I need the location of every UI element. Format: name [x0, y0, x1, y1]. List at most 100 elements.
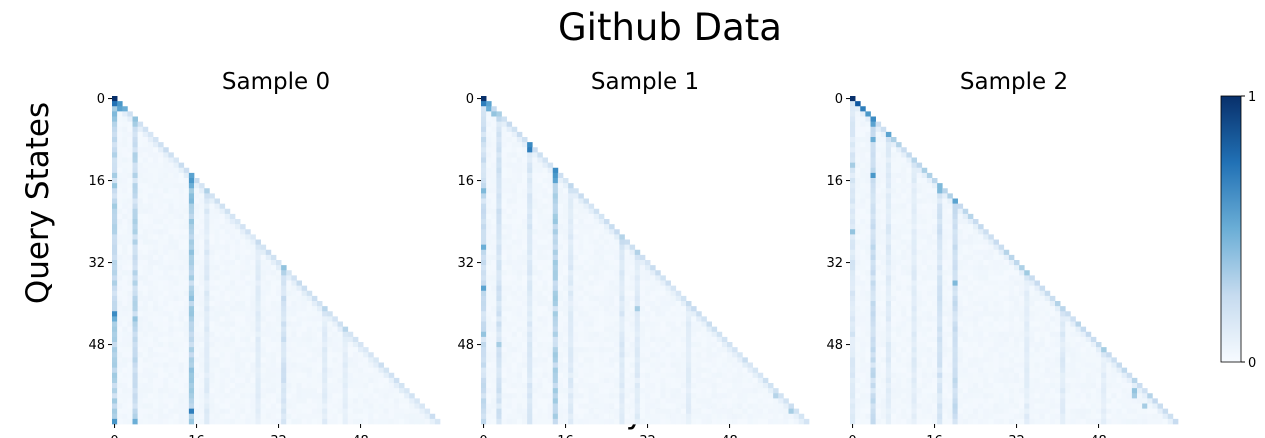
- heatmap-cell: [522, 403, 528, 409]
- heatmap-cell: [286, 316, 292, 322]
- heatmap-cell: [281, 418, 287, 425]
- heatmap-cell: [194, 178, 200, 184]
- heatmap-cell: [1008, 265, 1015, 271]
- heatmap-cell: [224, 280, 231, 286]
- heatmap-cell: [532, 234, 538, 240]
- heatmap-cell: [229, 403, 236, 409]
- heatmap-cell: [516, 352, 523, 358]
- heatmap-cell: [224, 357, 231, 363]
- heatmap-cell: [537, 172, 543, 179]
- heatmap-cell: [147, 270, 154, 276]
- heatmap-cell: [942, 198, 948, 204]
- heatmap-cell: [501, 198, 507, 204]
- heatmap-cell: [270, 301, 277, 307]
- heatmap-cell: [122, 260, 128, 266]
- heatmap-cell: [158, 331, 164, 338]
- heatmap-cell: [183, 244, 190, 251]
- heatmap-cell: [598, 398, 605, 404]
- heatmap-cell: [204, 413, 210, 420]
- heatmap-cell: [209, 244, 215, 251]
- heatmap-cell: [270, 383, 277, 389]
- x-tick-label: 48: [352, 434, 369, 438]
- heatmap-cell: [122, 306, 128, 312]
- heatmap-cell: [347, 331, 354, 338]
- heatmap-cell: [132, 377, 138, 384]
- heatmap-cell: [496, 408, 502, 415]
- heatmap-cell: [522, 203, 528, 210]
- heatmap-cell: [214, 203, 220, 210]
- heatmap-cell: [568, 357, 574, 363]
- heatmap-cell: [137, 290, 144, 297]
- heatmap-cell: [270, 311, 277, 317]
- heatmap-cell: [563, 208, 569, 215]
- heatmap-cell: [691, 336, 697, 343]
- heatmap-cell: [901, 239, 907, 245]
- heatmap-cell: [645, 290, 651, 297]
- heatmap-cell: [229, 213, 236, 220]
- heatmap-cell: [229, 357, 236, 363]
- heatmap-cell: [491, 301, 497, 307]
- heatmap-cell: [311, 367, 318, 374]
- heatmap-cell: [609, 290, 615, 297]
- heatmap-cell: [173, 295, 179, 302]
- heatmap-cell: [322, 408, 328, 415]
- heatmap-cell: [491, 244, 497, 251]
- heatmap-cell: [132, 418, 138, 425]
- heatmap-cell: [224, 331, 231, 338]
- heatmap-cell: [137, 362, 144, 368]
- heatmap-cell: [870, 275, 876, 281]
- heatmap-cell: [127, 254, 133, 261]
- heatmap-cell: [552, 347, 559, 353]
- heatmap-cell: [147, 408, 154, 415]
- heatmap-cell: [629, 418, 636, 425]
- heatmap-cell: [516, 249, 523, 256]
- heatmap-cell: [204, 403, 210, 409]
- heatmap-cell: [563, 224, 569, 230]
- heatmap-cell: [245, 290, 251, 297]
- heatmap-cell: [337, 367, 343, 374]
- heatmap-cell: [255, 280, 261, 286]
- heatmap-cell: [716, 377, 723, 384]
- heatmap-cell: [578, 285, 584, 292]
- heatmap-cell: [537, 224, 543, 230]
- heatmap-cell: [214, 260, 220, 266]
- heatmap-cell: [168, 229, 174, 235]
- heatmap-cell: [563, 280, 569, 286]
- heatmap-cell: [532, 413, 538, 420]
- heatmap-cell: [614, 239, 620, 245]
- heatmap-cell: [163, 234, 169, 240]
- heatmap-cell: [573, 388, 579, 394]
- heatmap-cell: [706, 331, 712, 338]
- heatmap-cell: [568, 403, 574, 409]
- heatmap-cell: [235, 224, 241, 230]
- heatmap-cell: [650, 352, 656, 358]
- panel-title: Sample 1: [591, 69, 699, 95]
- heatmap-cell: [158, 167, 164, 174]
- heatmap-cell: [511, 413, 518, 420]
- heatmap-cell: [168, 393, 174, 399]
- heatmap-cell: [639, 290, 646, 297]
- heatmap-cell: [624, 249, 630, 256]
- heatmap-cell: [701, 418, 707, 425]
- heatmap-cell: [317, 403, 323, 409]
- heatmap-cell: [660, 295, 666, 302]
- heatmap-cell: [680, 342, 687, 348]
- heatmap-cell: [511, 418, 518, 425]
- heatmap-cell: [522, 142, 528, 148]
- heatmap-cell: [245, 306, 251, 312]
- heatmap-cell: [511, 388, 518, 394]
- heatmap-cell: [137, 126, 144, 133]
- heatmap-cell: [691, 326, 697, 333]
- heatmap-cell: [163, 403, 169, 409]
- heatmap-cell: [183, 183, 190, 189]
- heatmap-cell: [347, 413, 354, 420]
- heatmap-cell: [388, 408, 395, 415]
- heatmap-cell: [178, 270, 185, 276]
- heatmap-cell: [142, 213, 149, 220]
- heatmap-cell: [911, 290, 917, 297]
- heatmap-cell: [286, 347, 292, 353]
- heatmap-cell: [727, 413, 733, 420]
- y-axis-label: Query States: [20, 102, 56, 304]
- heatmap-cell: [696, 342, 702, 348]
- heatmap-cell: [880, 131, 887, 138]
